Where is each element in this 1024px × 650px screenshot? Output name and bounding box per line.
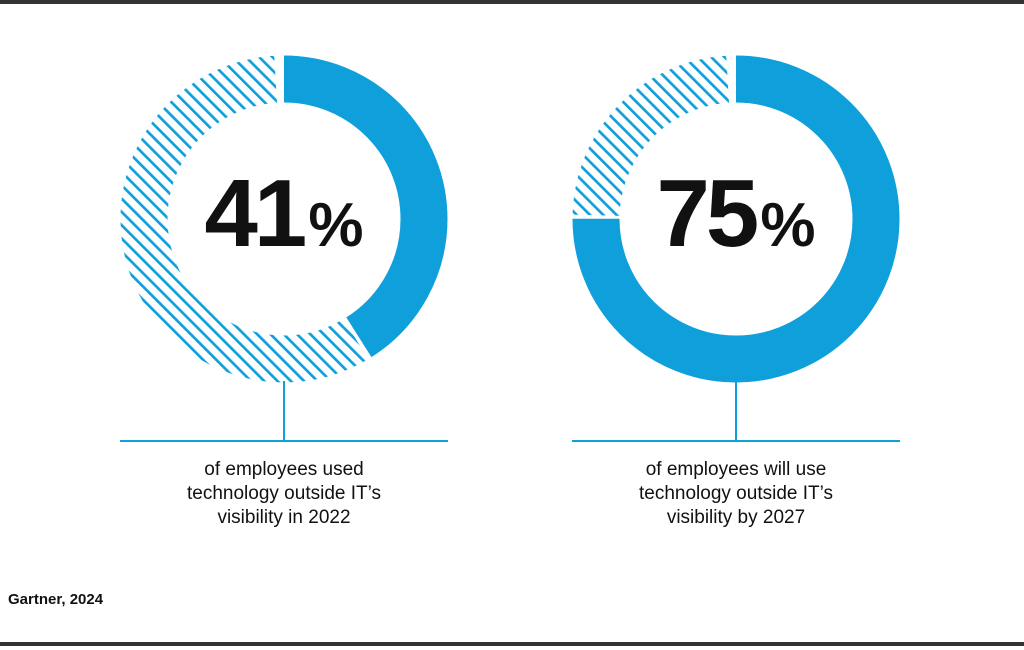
donut-value-segment [572, 55, 900, 383]
stem-line [283, 381, 285, 441]
base-line [120, 440, 448, 442]
donut-remainder-segment [120, 55, 448, 383]
chart-caption-2022: of employees used technology outside IT’… [114, 458, 454, 530]
caption-line: visibility by 2027 [666, 507, 806, 528]
donut-ring-2022 [120, 55, 448, 383]
caption-line: visibility in 2022 [217, 507, 351, 528]
top-frame-bar [0, 0, 1024, 4]
donut-chart-2022: 41 % of employees used technology outsid… [104, 0, 464, 650]
source-attribution: Gartner, 2024 [8, 591, 104, 608]
caption-line: technology outside IT’s [187, 483, 381, 504]
caption-line: of employees will use [645, 459, 827, 480]
donut-value-segment [120, 55, 448, 383]
chart-caption-2027: of employees will use technology outside… [566, 458, 906, 530]
base-line [572, 440, 900, 442]
caption-line: technology outside IT’s [639, 483, 833, 504]
caption-line: of employees used [204, 459, 364, 480]
donut-ring-2027 [572, 55, 900, 383]
bottom-frame-bar [0, 642, 1024, 646]
donut-chart-2027: 75 % of employees will use technology ou… [556, 0, 916, 650]
stem-line [735, 381, 737, 441]
